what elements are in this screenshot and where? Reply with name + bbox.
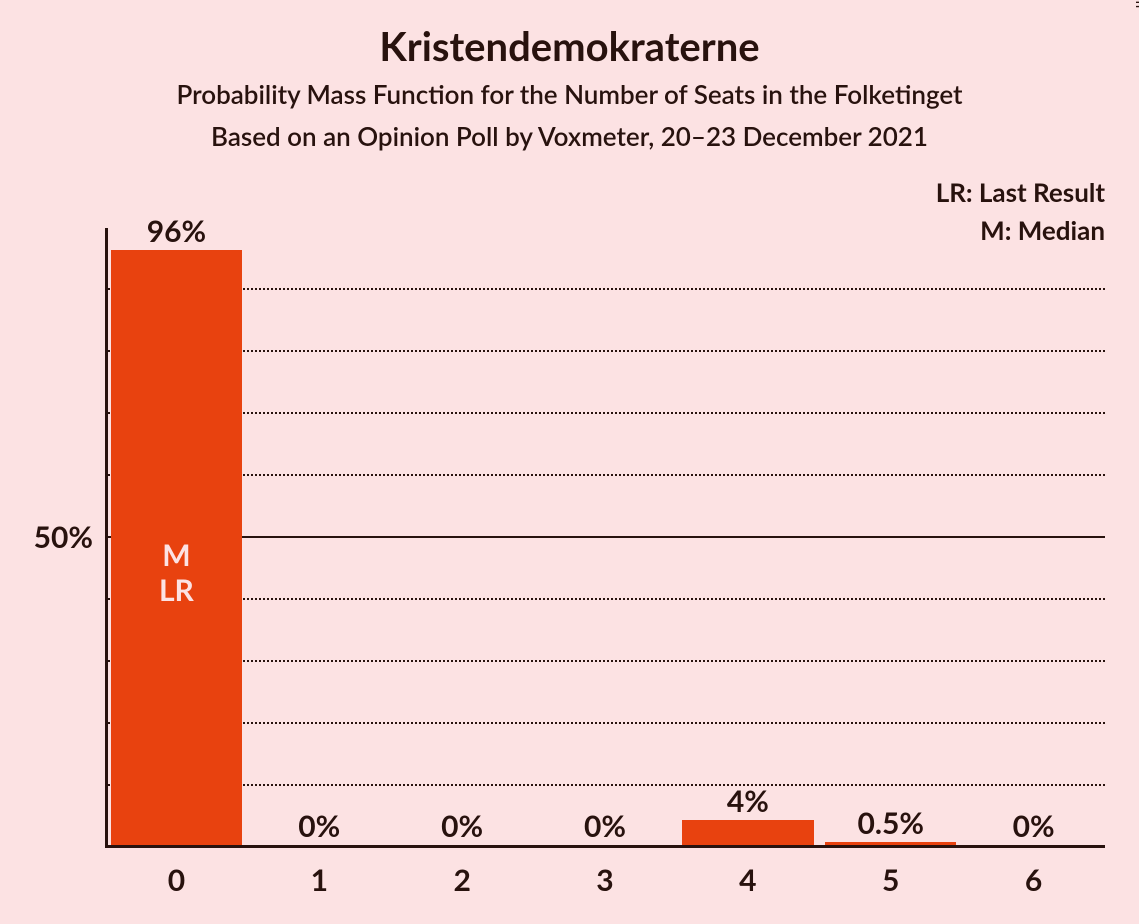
bar-value-label: 0.5%: [857, 805, 924, 841]
x-tick-label: 5: [882, 862, 899, 898]
bar-value-label: 4%: [727, 783, 769, 819]
gridline: [108, 598, 1105, 600]
bar-value-label: 0%: [1013, 808, 1055, 844]
legend-lr: LR: Last Result: [936, 176, 1105, 208]
chart-subtitle-2: Based on an Opinion Poll by Voxmeter, 20…: [211, 120, 928, 152]
chart-subtitle-1: Probability Mass Function for the Number…: [176, 78, 962, 110]
gridline: [108, 660, 1105, 662]
y-tick-label: 50%: [34, 519, 93, 555]
x-axis: [105, 845, 1105, 848]
gridline: [108, 288, 1105, 290]
gridline: [108, 412, 1105, 414]
bar-value-label: 0%: [584, 808, 626, 844]
gridline: [108, 536, 1105, 538]
plot-area: [105, 228, 1105, 848]
x-tick-label: 0: [168, 862, 185, 898]
gridline: [108, 474, 1105, 476]
x-tick-label: 2: [453, 862, 470, 898]
chart-title: Kristendemokraterne: [379, 22, 759, 70]
chart-container: © 2022 Filip van Laenen Kristendemokrate…: [0, 0, 1139, 924]
gridline: [108, 350, 1105, 352]
bar-value-label: 96%: [147, 213, 206, 249]
gridline: [108, 722, 1105, 724]
copyright-text: © 2022 Filip van Laenen: [1133, 0, 1139, 8]
legend: LR: Last Result M: Median: [936, 176, 1105, 252]
y-axis: [105, 228, 108, 848]
x-tick-label: 3: [596, 862, 613, 898]
gridline: [108, 784, 1105, 786]
bar: [825, 842, 956, 845]
x-tick-label: 6: [1025, 862, 1042, 898]
x-tick-label: 1: [311, 862, 328, 898]
bar-value-label: 0%: [441, 808, 483, 844]
x-tick-label: 4: [739, 862, 756, 898]
bar: [682, 820, 813, 845]
bar-value-label: 0%: [298, 808, 340, 844]
legend-m: M: Median: [936, 214, 1105, 246]
bar-inner-label: MLR: [159, 538, 194, 607]
